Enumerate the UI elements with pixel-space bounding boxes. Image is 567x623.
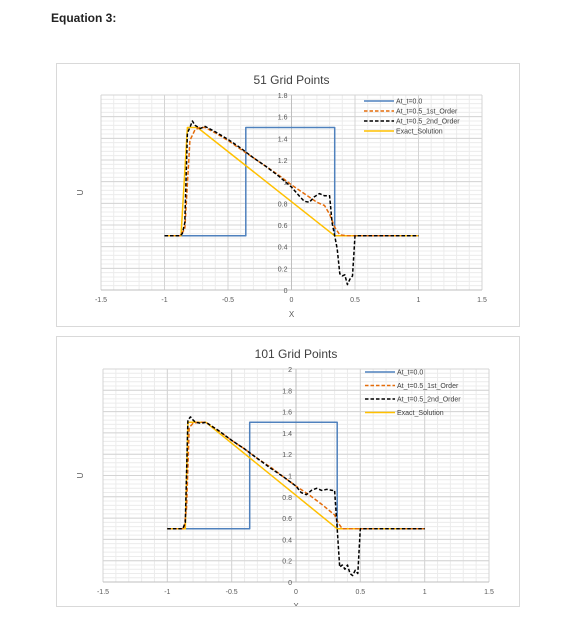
legend-label: At_t=0.5_1st_Order [397,383,459,390]
y-axis-title: U [76,189,85,195]
chart-101-grid-points: 0 0.2 0.4 0.6 0.8 1 1.2 1.4 1.6 1.8 2 -1.5 -1 -0.5 0 0.… [56,336,520,611]
y-tick-label: 1.8 [282,388,292,395]
x-tick-label: 0.5 [355,589,365,596]
legend-label: At_t=0.5_2nd_Order [397,397,461,404]
y-tick-label: 0.2 [282,559,292,566]
x-tick-label: 1.5 [477,297,487,304]
legend-label: At_t=0.5_1st_Order [396,109,458,116]
legend-label: Exact_Solution [397,410,444,417]
x-tick-label: 0 [294,589,298,596]
legend: At_t=0.0 At_t=0.5_1st_Order At_t=0.5_2nd_O… [364,99,460,136]
y-tick-label: 1.8 [278,93,288,100]
chart-title: 101 Grid Points [255,347,338,361]
legend-label: At_t=0.5_2nd_Order [396,119,460,126]
x-tick-label: -1 [164,589,170,596]
x-tick-label: -1 [161,297,167,304]
y-tick-label: 1 [288,474,292,481]
page-heading: Equation 3: [51,11,117,25]
x-axis-title: X [293,602,299,606]
y-tick-label: 0.4 [282,537,292,544]
chart-51-svg: 0 0.2 0.4 0.6 0.8 1 1.2 1.4 1.6 1.8 -1.5 -1 -0.5 0 0.5… [76,73,487,319]
y-tick-label: 0 [284,288,288,295]
y-tick-label: 0.2 [278,266,288,273]
y-tick-label: 1.2 [278,158,288,165]
x-tick-label: 1.5 [484,589,494,596]
x-tick-label: 1 [423,589,427,596]
legend-label: At_t=0.0 [396,99,422,106]
y-tick-label: 0.4 [278,245,288,252]
chart-title: 51 Grid Points [253,73,329,87]
y-tick-label: 1.6 [282,410,292,417]
y-tick-label: 0.6 [278,223,288,230]
series-line-2 [167,416,425,577]
y-tick-label: 1.4 [282,431,292,438]
x-tick-label: 1 [417,297,421,304]
x-tick-label: 0 [290,297,294,304]
series-line-2 [164,120,419,286]
y-tick-label: 1.6 [278,115,288,122]
x-tick-label: -1.5 [95,297,107,304]
legend-label: Exact_Solution [396,129,443,136]
legend-label: At_t=0.0 [397,370,423,377]
y-tick-label: 0.8 [282,495,292,502]
x-tick-label: -0.5 [226,589,238,596]
y-tick-label: 1 [284,180,288,187]
chart-101-svg: 0 0.2 0.4 0.6 0.8 1 1.2 1.4 1.6 1.8 2 -1.5 -1 -0.5 0 0.… [76,347,494,611]
y-tick-label: 0.6 [282,516,292,523]
x-tick-label: -0.5 [222,297,234,304]
y-tick-label: 2 [288,367,292,374]
x-tick-label: -1.5 [97,589,109,596]
y-tick-label: 1.4 [278,136,288,143]
y-tick-label: 1.2 [282,452,292,459]
x-tick-label: 0.5 [350,297,360,304]
x-axis-title: X [289,310,295,319]
y-axis-title: U [76,472,85,478]
y-tick-label: 0 [288,580,292,587]
series-group [164,120,419,286]
legend: At_t=0.0 At_t=0.5_1st_Order At_t=0.5_2nd_O… [365,370,461,417]
chart-51-grid-points: 0 0.2 0.4 0.6 0.8 1 1.2 1.4 1.6 1.8 -1.5 -1 -0.5 0 0.5… [56,63,520,327]
series-group [167,416,425,577]
y-tick-label: 0.8 [278,201,288,208]
